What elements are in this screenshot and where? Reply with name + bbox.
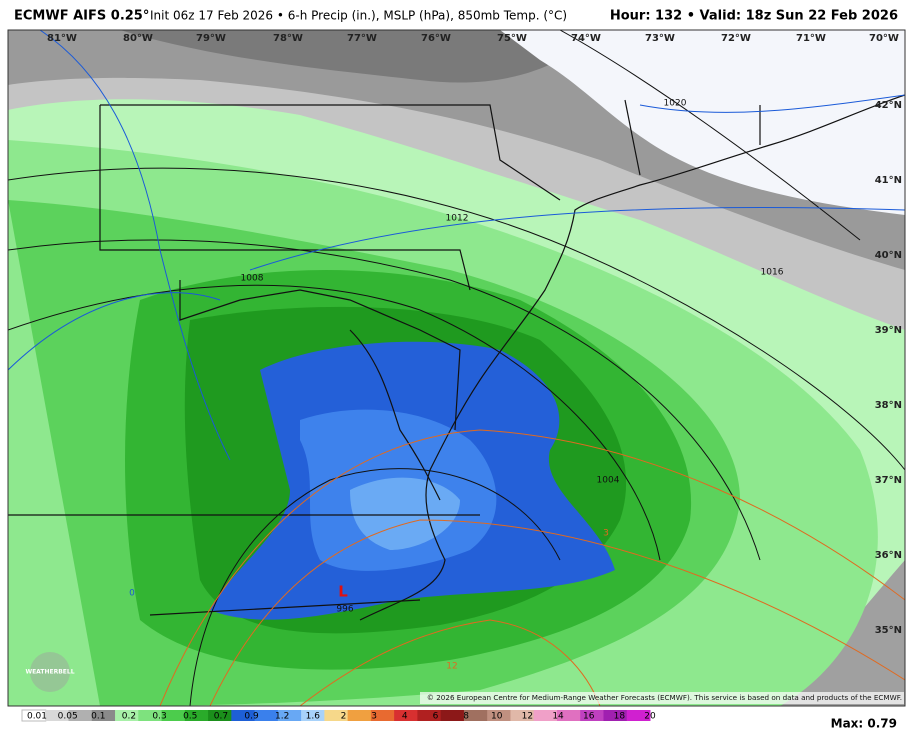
logo-badge — [30, 652, 70, 692]
legend-swatch — [394, 710, 418, 721]
legend-label: 0.7 — [214, 712, 228, 722]
legend-label: 4 — [402, 712, 408, 722]
lon-label: 70°W — [869, 33, 899, 44]
low-marker: L — [338, 583, 348, 601]
legend-swatch — [603, 710, 628, 721]
lat-label: 39°N — [875, 325, 902, 336]
legend-swatch — [463, 710, 488, 721]
map-frame — [7, 29, 906, 707]
map — [8, 30, 905, 706]
legend-swatch — [440, 710, 465, 721]
legend-label: 12 — [522, 712, 533, 722]
precip-dark-gray — [120, 30, 600, 83]
lon-label: 76°W — [421, 33, 451, 44]
legend-swatch — [91, 710, 116, 721]
isobar-label: 1008 — [241, 274, 264, 284]
temp-label: 0 — [129, 589, 135, 599]
legend-label: 2 — [341, 712, 347, 722]
legend-swatch — [510, 710, 535, 721]
legend-swatch — [45, 710, 70, 721]
lat-label: 36°N — [875, 550, 902, 561]
temp-label: 3 — [603, 529, 609, 539]
isobars — [8, 30, 905, 706]
isobar-label: 1020 — [664, 99, 687, 109]
isobar-label: 1016 — [761, 268, 784, 278]
legend-swatch — [580, 710, 604, 721]
lon-label: 79°W — [196, 33, 226, 44]
lon-label: 75°W — [497, 33, 527, 44]
lon-label: 72°W — [721, 33, 751, 44]
legend-swatch — [68, 710, 93, 721]
coastlines-borders — [8, 94, 905, 621]
isobar-label: 1012 — [446, 214, 469, 224]
legend-label: 20 — [644, 712, 656, 722]
legend-label: 0.2 — [122, 712, 136, 722]
credit-bg — [420, 692, 904, 704]
legend-label: 0.3 — [152, 712, 166, 722]
lon-label: 73°W — [645, 33, 675, 44]
legend-swatch — [370, 710, 395, 721]
legend-label: 1.6 — [306, 712, 321, 722]
legend-label: 3 — [371, 712, 377, 722]
description: Init 06z 17 Feb 2026 • 6-h Precip (in.),… — [150, 9, 567, 23]
credit: © 2026 European Centre for Medium-Range … — [427, 693, 902, 702]
legend-label: 16 — [583, 712, 595, 722]
legend-swatch — [626, 710, 651, 721]
isobar-label: 1004 — [597, 476, 620, 486]
legend-label: 0.01 — [27, 712, 47, 722]
lat-label: 41°N — [875, 175, 902, 186]
no-precip — [500, 30, 905, 215]
legend-swatch — [487, 710, 511, 721]
legend-label: 0.5 — [183, 712, 197, 722]
legend-swatch — [347, 710, 372, 721]
legend-swatch — [208, 710, 232, 721]
legend-label: 18 — [614, 712, 626, 722]
legend-label: 8 — [463, 712, 469, 722]
legend-swatch — [556, 710, 581, 721]
legend-swatch — [184, 710, 209, 721]
temp-label: 12 — [446, 662, 457, 672]
legend-label: 10 — [491, 712, 503, 722]
logo: WEATHERBELL — [25, 669, 74, 676]
lon-label: 80°W — [123, 33, 153, 44]
lat-label: 37°N — [875, 475, 902, 486]
legend-label: 6 — [433, 712, 439, 722]
legend-swatch — [277, 710, 302, 721]
lon-label: 74°W — [571, 33, 601, 44]
isobar-label: 996 — [336, 605, 353, 615]
lat-label: 35°N — [875, 625, 902, 636]
legend-swatch — [138, 710, 163, 721]
legend-label: 0.1 — [91, 712, 105, 722]
legend-label: 0.9 — [244, 712, 259, 722]
lat-label: 40°N — [875, 250, 902, 261]
legend-label: 14 — [552, 712, 564, 722]
lat-label: 38°N — [875, 400, 902, 411]
legend-swatch — [533, 710, 558, 721]
precip-gray-se — [780, 560, 905, 706]
lat-label: 42°N — [875, 100, 902, 111]
max-value: Max: 0.79 — [831, 717, 897, 731]
legend-label: 1.2 — [275, 712, 289, 722]
legend-label: 0.05 — [58, 712, 78, 722]
legend-swatch — [324, 710, 349, 721]
lon-label: 71°W — [796, 33, 826, 44]
lon-label: 78°W — [273, 33, 303, 44]
lon-label: 81°W — [47, 33, 77, 44]
legend-swatch — [231, 710, 256, 721]
legend-swatch — [254, 710, 279, 721]
legend-swatch — [161, 710, 186, 721]
lon-label: 77°W — [347, 33, 377, 44]
legend-swatch — [301, 710, 325, 721]
valid-time: Hour: 132 • Valid: 18z Sun 22 Feb 2026 — [610, 9, 898, 24]
model-name: ECMWF AIFS 0.25° — [14, 9, 149, 24]
legend-swatch — [115, 710, 139, 721]
legend-swatch — [417, 710, 442, 721]
